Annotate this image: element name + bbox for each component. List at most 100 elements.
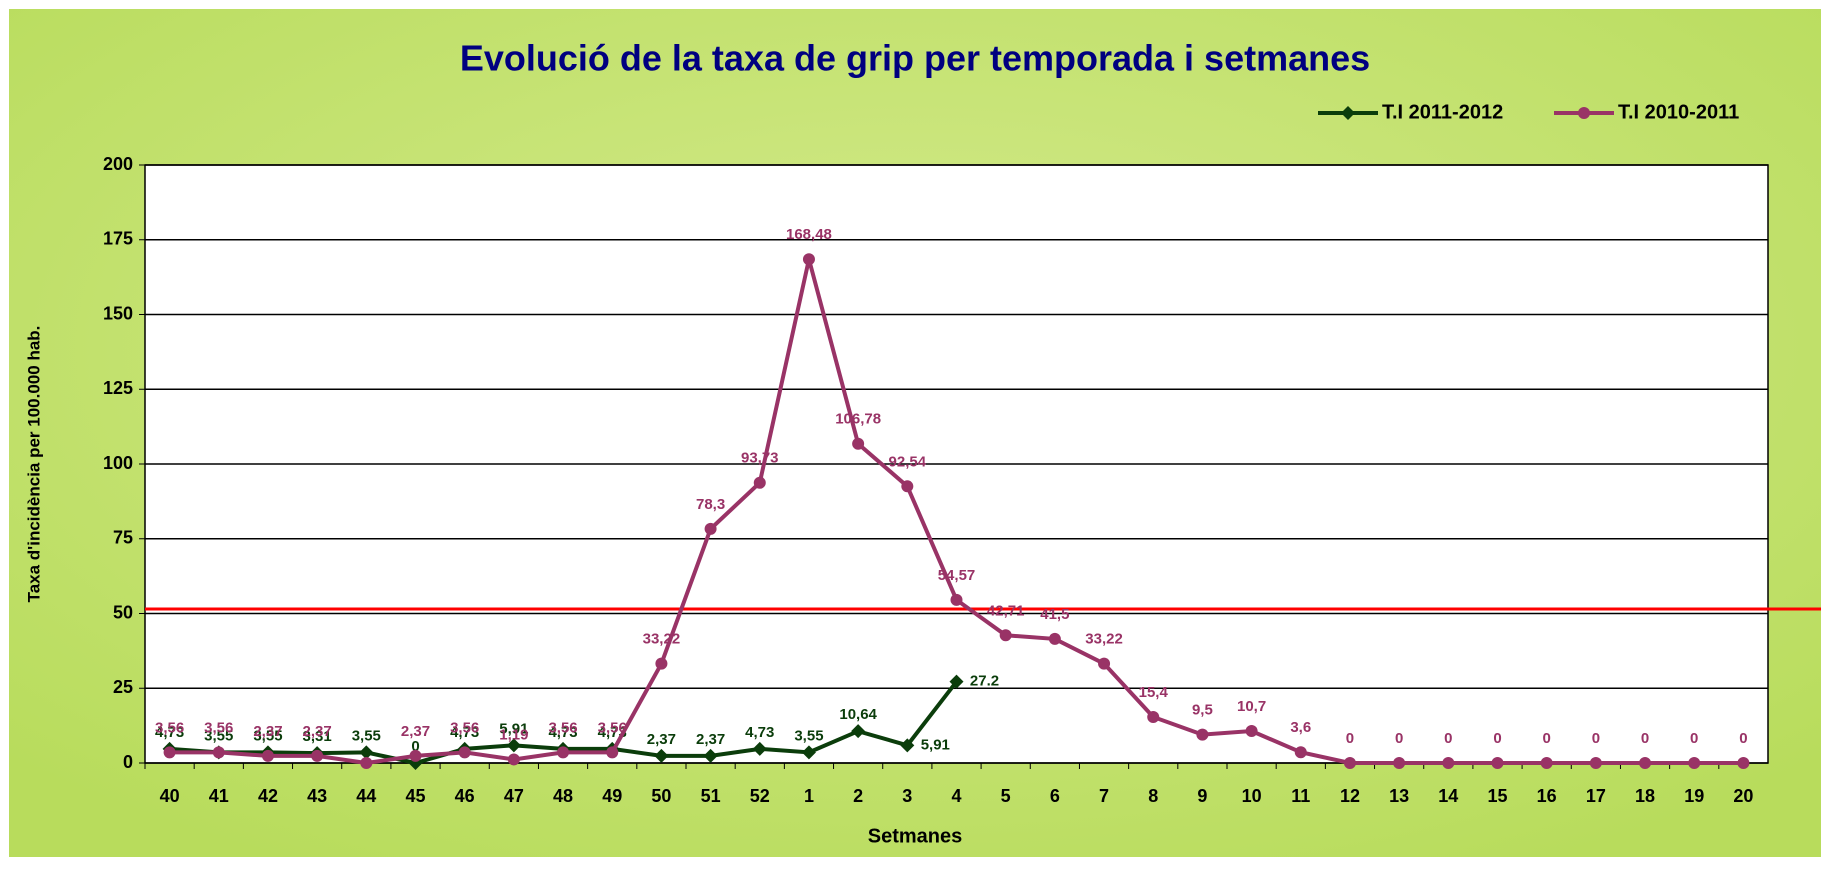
marker — [1294, 746, 1307, 759]
data-label: 5,91 — [499, 720, 528, 737]
x-tick-label: 45 — [405, 786, 425, 806]
x-tick-label: 18 — [1635, 786, 1655, 806]
marker — [950, 593, 963, 606]
marker — [606, 746, 619, 759]
marker — [557, 746, 570, 759]
data-label: 106,78 — [835, 411, 881, 428]
data-label: 10,7 — [1237, 698, 1266, 715]
marker — [507, 753, 520, 766]
marker — [851, 724, 866, 739]
data-label: 33,22 — [1085, 631, 1123, 648]
y-tick-label: 150 — [103, 303, 133, 323]
y-axis-label: Taxa d'incidència per 100.000 hab. — [24, 326, 43, 603]
marker — [506, 738, 521, 753]
x-tick-label: 43 — [307, 786, 327, 806]
marker — [1245, 725, 1258, 738]
x-tick-label: 19 — [1684, 786, 1704, 806]
data-label: 3,56 — [548, 719, 577, 736]
data-label: 3,55 — [253, 727, 282, 744]
x-tick-label: 46 — [455, 786, 475, 806]
marker — [1540, 757, 1553, 769]
marker — [802, 253, 815, 266]
x-tick-label: 48 — [553, 786, 573, 806]
marker — [1196, 728, 1209, 741]
data-label: 3,6 — [1290, 719, 1311, 736]
x-tick-label: 50 — [651, 786, 671, 806]
legend-marker — [1578, 107, 1590, 119]
marker — [409, 749, 422, 762]
x-tick-label: 11 — [1291, 786, 1310, 806]
data-label: 3,56 — [450, 719, 479, 736]
data-label: 41,5 — [1040, 606, 1069, 623]
x-tick-label: 3 — [902, 786, 912, 806]
x-tick-label: 8 — [1148, 786, 1158, 806]
data-label: 0 — [1493, 730, 1501, 747]
data-label: 0 — [1543, 730, 1551, 747]
data-label: 3,56 — [155, 719, 184, 736]
y-tick-label: 75 — [113, 528, 133, 548]
marker — [999, 629, 1012, 642]
x-tick-label: 13 — [1389, 786, 1409, 806]
marker — [1393, 757, 1406, 769]
x-tick-label: 49 — [602, 786, 622, 806]
x-tick-label: 51 — [701, 786, 721, 806]
data-label: 3,55 — [794, 727, 823, 744]
marker — [753, 476, 766, 489]
marker — [359, 745, 374, 760]
marker — [1491, 757, 1504, 769]
legend-marker — [1341, 106, 1355, 120]
marker — [704, 522, 717, 535]
marker — [212, 746, 225, 759]
data-label: 54,57 — [938, 567, 976, 584]
marker — [654, 748, 669, 763]
marker — [1098, 657, 1111, 670]
x-tick-label: 12 — [1340, 786, 1360, 806]
marker — [261, 749, 274, 762]
marker — [458, 746, 471, 759]
data-label: 3,56 — [204, 719, 233, 736]
data-label: 10,64 — [839, 706, 877, 723]
data-label: 4,73 — [450, 724, 479, 741]
x-tick-label: 1 — [804, 786, 814, 806]
marker — [1147, 710, 1160, 723]
x-tick-label: 5 — [1001, 786, 1011, 806]
legend-label: T.I 2010-2011 — [1618, 101, 1739, 123]
data-label: 27.2 — [970, 673, 999, 690]
y-tick-label: 25 — [113, 677, 133, 697]
x-tick-label: 14 — [1438, 786, 1458, 806]
x-tick-label: 40 — [160, 786, 180, 806]
data-label: 0 — [1346, 730, 1354, 747]
marker — [1048, 632, 1061, 645]
x-tick-label: 15 — [1487, 786, 1507, 806]
y-tick-label: 175 — [103, 229, 133, 249]
data-label: 3,56 — [598, 719, 627, 736]
x-tick-label: 44 — [356, 786, 376, 806]
marker — [1343, 757, 1356, 769]
data-label: 33,22 — [643, 631, 681, 648]
data-label: 168,48 — [786, 226, 832, 243]
legend-label: T.I 2011-2012 — [1382, 101, 1503, 123]
marker — [1737, 757, 1750, 769]
data-label: 0 — [1395, 730, 1403, 747]
x-tick-label: 47 — [504, 786, 524, 806]
y-tick-label: 125 — [103, 378, 133, 398]
y-tick-label: 50 — [113, 602, 133, 622]
data-label: 2,37 — [647, 731, 676, 748]
data-label: 0 — [1592, 730, 1600, 747]
data-label: 4,73 — [155, 724, 184, 741]
x-tick-label: 10 — [1242, 786, 1262, 806]
x-tick-label: 16 — [1537, 786, 1557, 806]
data-label: 0 — [1739, 730, 1747, 747]
data-label: 2,37 — [401, 723, 430, 740]
data-label: 2,37 — [303, 723, 332, 740]
data-label: 15,4 — [1139, 684, 1169, 701]
x-tick-label: 2 — [853, 786, 863, 806]
x-tick-label: 52 — [750, 786, 770, 806]
y-tick-label: 200 — [103, 154, 133, 174]
marker — [655, 657, 668, 670]
marker — [852, 437, 865, 450]
data-label: 2,37 — [253, 723, 282, 740]
marker — [900, 738, 915, 753]
data-label: 0 — [411, 738, 419, 755]
